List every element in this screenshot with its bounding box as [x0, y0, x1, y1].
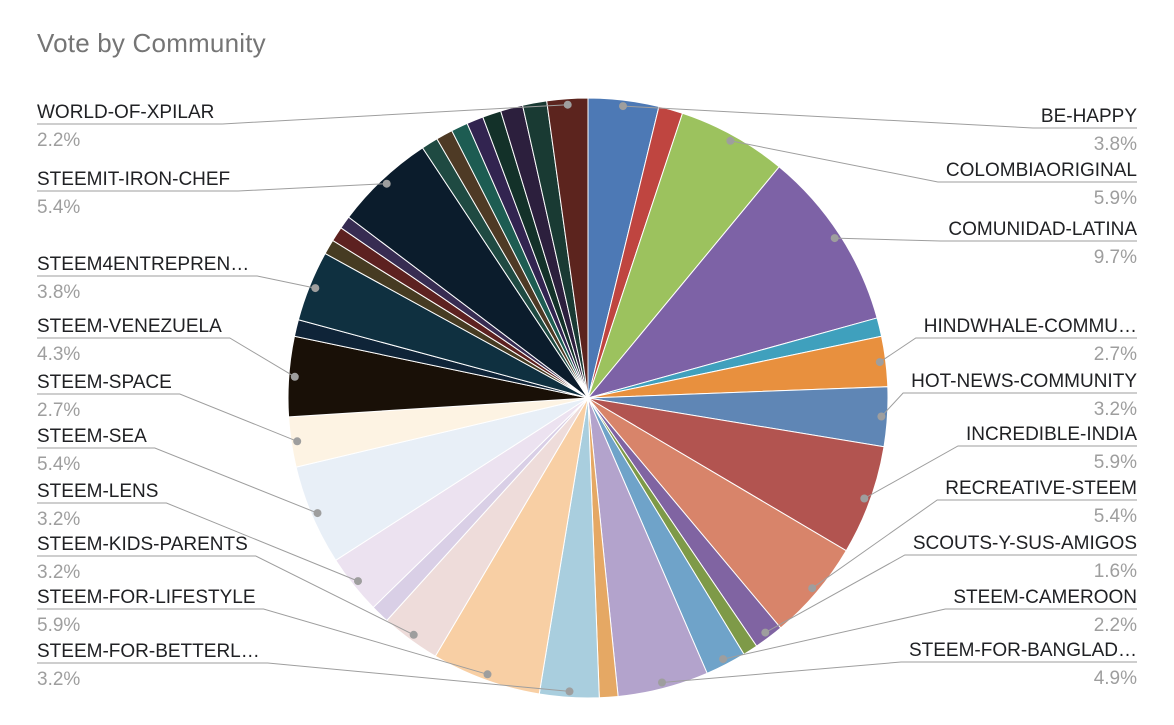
slice-label-steemit-iron-chef: STEEMIT-IRON-CHEF [37, 169, 230, 190]
callout-dot-steem-for-banglad [658, 678, 666, 687]
slice-percentage-hot-news-community: 3.2% [1094, 399, 1137, 420]
slice-label-recreative-steem: RECREATIVE-STEEM [945, 478, 1137, 499]
slice-percentage-steem-lens: 3.2% [37, 509, 80, 530]
slice-label-steem-venezuela: STEEM-VENEZUELA [37, 316, 222, 337]
callout-line-steemit-iron-chef [37, 183, 387, 192]
callout-line-scouts-y-sus-amigos [765, 554, 1137, 634]
callout-line-steem-for-betterl [37, 662, 570, 692]
slice-label-hindwhale-commu: HINDWHALE-COMMU… [924, 316, 1137, 337]
callout-dot-steem4entrepren [311, 284, 320, 293]
slice-percentage-steem-for-banglad: 4.9% [1094, 668, 1137, 689]
slice-label-steem-kids-parents: STEEM-KIDS-PARENTS [37, 534, 248, 555]
slice-percentage-steem-venezuela: 4.3% [37, 344, 80, 365]
slice-label-be-happy: BE-HAPPY [1041, 106, 1137, 127]
callout-line-be-happy [622, 105, 1137, 129]
callout-line-steem-space [37, 393, 298, 442]
slice-label-steem-sea: STEEM-SEA [37, 426, 147, 447]
callout-line-incredible-india [864, 445, 1137, 499]
slice-percentage-steem-kids-parents: 3.2% [37, 562, 80, 583]
callout-dot-comunidad-latina [830, 234, 839, 243]
callout-dot-steem-cameroon [719, 655, 728, 664]
slice-percentage-world-of-xpilar: 2.2% [37, 130, 80, 151]
slice-percentage-recreative-steem: 5.4% [1094, 506, 1137, 527]
slice-label-steem-for-lifestyle: STEEM-FOR-LIFESTYLE [37, 587, 256, 608]
slice-percentage-steem4entrepren: 3.8% [37, 282, 80, 303]
pie-slice-comunidad-latina[interactable] [586, 166, 878, 399]
chart-title: Vote by Community [37, 28, 266, 58]
callout-dot-recreative-steem [808, 584, 817, 593]
callout-dot-steem-sea [313, 509, 322, 518]
callout-dot-be-happy [619, 102, 627, 111]
callout-line-colombiaoriginal [730, 140, 1137, 183]
callout-dot-steem-space [293, 437, 302, 446]
slice-percentage-incredible-india: 5.9% [1094, 452, 1137, 473]
slice-label-steem-for-banglad: STEEM-FOR-BANGLAD… [909, 640, 1137, 661]
callout-dot-world-of-xpilar [563, 100, 572, 109]
slice-label-comunidad-latina: COMUNIDAD-LATINA [948, 219, 1137, 240]
slice-percentage-hindwhale-commu: 2.7% [1094, 344, 1137, 365]
slice-percentage-steem-space: 2.7% [37, 400, 80, 421]
callout-line-steem-for-lifestyle [37, 608, 488, 675]
slice-percentage-steem-for-lifestyle: 5.9% [37, 615, 80, 636]
slice-percentage-steem-for-betterl: 3.2% [37, 669, 80, 690]
callout-line-steem-lens [37, 502, 359, 582]
callout-line-steem-venezuela [37, 337, 296, 378]
callout-line-steem-sea [37, 447, 318, 514]
callout-line-world-of-xpilar [37, 104, 568, 125]
callout-line-steem-kids-parents [37, 555, 414, 636]
callout-dot-steem-for-betterl [565, 687, 574, 696]
slice-label-steem-space: STEEM-SPACE [37, 372, 172, 393]
callout-dot-steem-lens [354, 577, 362, 586]
slice-percentage-be-happy: 3.8% [1094, 134, 1137, 155]
callout-dot-steem-venezuela [290, 372, 299, 381]
callout-line-hindwhale-commu [879, 337, 1137, 363]
slice-label-incredible-india: INCREDIBLE-INDIA [966, 424, 1137, 445]
slice-percentage-steem-cameroon: 2.2% [1094, 615, 1137, 636]
slice-percentage-colombiaoriginal: 5.9% [1094, 188, 1137, 209]
slice-percentage-steemit-iron-chef: 5.4% [37, 197, 80, 218]
callout-line-steem-for-banglad [661, 661, 1137, 683]
callout-dot-incredible-india [860, 494, 869, 503]
slice-label-steem-for-betterl: STEEM-FOR-BETTERL… [37, 641, 260, 662]
slice-label-steem-lens: STEEM-LENS [37, 481, 158, 502]
callout-line-recreative-steem [811, 499, 1137, 589]
slice-percentage-steem-sea: 5.4% [37, 454, 80, 475]
callout-dot-steem-for-lifestyle [483, 670, 492, 679]
callout-dot-scouts-y-sus-amigos [761, 628, 770, 637]
slice-label-scouts-y-sus-amigos: SCOUTS-Y-SUS-AMIGOS [913, 533, 1137, 554]
slice-percentage-comunidad-latina: 9.7% [1094, 247, 1137, 268]
callout-line-hot-news-community [881, 392, 1137, 417]
callout-dot-steemit-iron-chef [382, 179, 391, 188]
slice-label-hot-news-community: HOT-NEWS-COMMUNITY [911, 371, 1137, 392]
slice-percentage-scouts-y-sus-amigos: 1.6% [1094, 561, 1137, 582]
callout-dot-hot-news-community [877, 412, 886, 421]
callout-line-steem-cameroon [722, 608, 1137, 660]
slice-label-steem4entrepren: STEEM4ENTREPREN… [37, 254, 249, 275]
callout-dot-hindwhale-commu [875, 358, 884, 367]
slice-label-world-of-xpilar: WORLD-OF-XPILAR [37, 102, 214, 123]
slice-label-colombiaoriginal: COLOMBIAORIGINAL [946, 160, 1137, 181]
callout-dot-steem-kids-parents [409, 630, 418, 639]
callout-line-steem4entrepren [37, 275, 316, 289]
slice-label-steem-cameroon: STEEM-CAMEROON [953, 587, 1137, 608]
pie-slice-world-of-xpilar[interactable] [546, 97, 589, 399]
callout-dot-colombiaoriginal [726, 136, 735, 145]
callout-line-comunidad-latina [834, 237, 1137, 242]
